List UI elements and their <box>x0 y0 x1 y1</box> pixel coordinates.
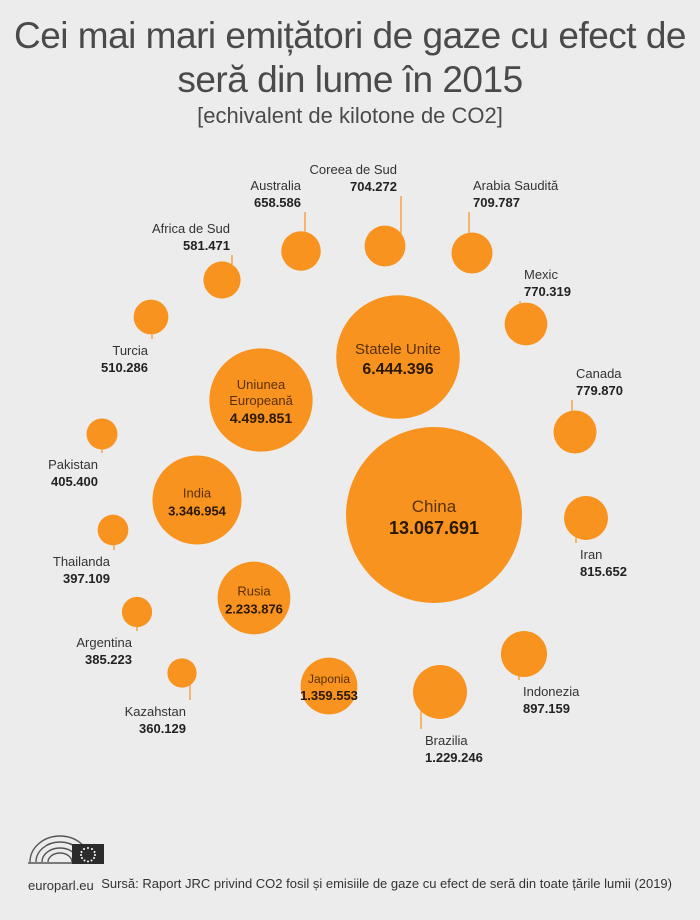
bubble-canada <box>553 410 597 454</box>
bubble-coreea-de-sud <box>364 225 406 267</box>
bubble-value-uniunea-europeana: 4.499.851 <box>230 410 292 426</box>
bubble-label-argentina: Argentina <box>76 635 132 650</box>
bubble-uniunea-europeana <box>209 348 313 452</box>
bubble-kazahstan <box>167 658 197 688</box>
bubble-group-brazilia: Brazilia 1.229.246 <box>413 665 483 765</box>
bubble-group-india: India 3.346.954 <box>152 455 242 545</box>
bubble-value-brazilia: 1.229.246 <box>425 750 483 765</box>
bubble-label-brazilia: Brazilia <box>425 733 468 748</box>
bubble-label-iran: Iran <box>580 547 602 562</box>
bubble-label-uniunea-europeana-1: Uniunea <box>237 377 286 392</box>
bubble-value-turcia: 510.286 <box>101 360 148 375</box>
bubble-label-canada: Canada <box>576 366 622 381</box>
bubble-argentina <box>121 596 153 628</box>
bubble-value-japonia: 1.359.553 <box>300 688 358 703</box>
bubble-label-uniunea-europeana-2: Europeană <box>229 393 293 408</box>
bubble-label-coreea-de-sud: Coreea de Sud <box>310 162 397 177</box>
bubble-brazilia <box>413 665 467 719</box>
bubble-group-pakistan: Pakistan 405.400 <box>48 418 118 489</box>
bubble-value-arabia-saudita: 709.787 <box>473 195 520 210</box>
bubble-label-pakistan: Pakistan <box>48 457 98 472</box>
chart-title-line-1: Cei mai mari emițători de gaze cu efect … <box>13 15 687 56</box>
bubble-australia <box>281 231 321 271</box>
bubble-label-mexic: Mexic <box>524 267 558 282</box>
bubble-group-argentina: Argentina 385.223 <box>76 596 153 667</box>
bubble-group-china: China 13.067.691 <box>346 427 522 603</box>
bubble-rusia <box>217 561 291 635</box>
bubble-label-arabia-saudita: Arabia Saudită <box>473 178 559 193</box>
bubble-china <box>346 427 522 603</box>
bubble-label-turcia: Turcia <box>112 343 148 358</box>
bubble-group-kazahstan: Kazahstan 360.129 <box>125 658 197 736</box>
bubble-value-coreea-de-sud: 704.272 <box>350 179 397 194</box>
bubble-label-japonia: Japonia <box>308 672 350 686</box>
bubble-label-australia: Australia <box>250 178 301 193</box>
bubble-label-china: China <box>412 497 457 516</box>
site-label: europarl.eu <box>28 878 94 893</box>
european-parliament-logo <box>28 835 104 864</box>
bubble-value-pakistan: 405.400 <box>51 474 98 489</box>
bubble-thailanda <box>97 514 129 546</box>
bubble-value-argentina: 385.223 <box>85 652 132 667</box>
bubble-label-statele-unite: Statele Unite <box>355 341 441 358</box>
bubble-value-indonezia: 897.159 <box>523 701 570 716</box>
bubble-value-china: 13.067.691 <box>389 518 479 538</box>
bubble-group-iran: Iran 815.652 <box>564 496 627 579</box>
bubble-pakistan <box>86 418 118 450</box>
bubble-label-kazahstan: Kazahstan <box>125 704 186 719</box>
bubble-label-india: India <box>183 486 212 501</box>
bubble-iran <box>564 496 608 540</box>
bubble-value-kazahstan: 360.129 <box>139 721 186 736</box>
bubble-group-arabia-saudita: Arabia Saudită 709.787 <box>451 178 559 274</box>
chart-subtitle: [echivalent de kilotone de CO2] <box>197 103 503 128</box>
bubble-group-japonia: Japonia 1.359.553 <box>300 657 358 715</box>
bubble-group-statele-unite: Statele Unite 6.444.396 <box>336 295 460 419</box>
bubble-arabia-saudita <box>451 232 493 274</box>
chart-title: Cei mai mari emițători de gaze cu efect … <box>0 14 700 102</box>
bubble-mexic <box>504 302 548 346</box>
bubble-africa-de-sud <box>203 261 241 299</box>
bubble-value-thailanda: 397.109 <box>63 571 110 586</box>
source-note: Sursă: Raport JRC privind CO2 fosil și e… <box>101 876 672 891</box>
bubble-statele-unite <box>336 295 460 419</box>
bubble-label-africa-de-sud: Africa de Sud <box>152 221 230 236</box>
bubble-label-indonezia: Indonezia <box>523 684 580 699</box>
bubble-turcia <box>133 299 169 335</box>
bubble-group-indonezia: Indonezia 897.159 <box>500 630 580 716</box>
bubble-label-thailanda: Thailanda <box>53 554 111 569</box>
bubble-value-canada: 779.870 <box>576 383 623 398</box>
bubble-value-africa-de-sud: 581.471 <box>183 238 230 253</box>
bubble-group-africa-de-sud: Africa de Sud 581.471 <box>152 221 241 299</box>
bubble-group-thailanda: Thailanda 397.109 <box>53 514 129 586</box>
bubble-value-statele-unite: 6.444.396 <box>362 361 433 378</box>
bubble-group-canada: Canada 779.870 <box>553 366 623 454</box>
bubble-value-australia: 658.586 <box>254 195 301 210</box>
bubble-value-rusia: 2.233.876 <box>225 602 283 617</box>
bubble-group-rusia: Rusia 2.233.876 <box>217 561 291 635</box>
bubble-group-coreea-de-sud: Coreea de Sud 704.272 <box>310 162 406 267</box>
bubble-value-iran: 815.652 <box>580 564 627 579</box>
chart-title-line-2: seră din lume în 2015 <box>177 59 523 100</box>
bubble-group-turcia: Turcia 510.286 <box>101 299 169 375</box>
bubble-india <box>152 455 242 545</box>
bubble-japonia <box>300 657 358 715</box>
bubble-label-rusia: Rusia <box>237 584 271 599</box>
bubble-value-mexic: 770.319 <box>524 284 571 299</box>
bubble-group-australia: Australia 658.586 <box>250 178 321 271</box>
bubble-value-india: 3.346.954 <box>168 504 227 519</box>
bubble-indonezia <box>500 630 548 678</box>
bubble-group-mexic: Mexic 770.319 <box>504 267 571 346</box>
